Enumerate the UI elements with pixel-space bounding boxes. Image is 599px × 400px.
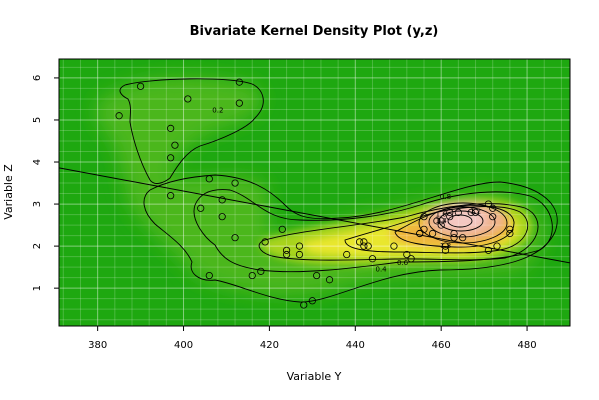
data-point (416, 229, 424, 238)
data-point (428, 229, 437, 238)
data-point (295, 242, 304, 250)
contour-label: 1.8 (440, 242, 451, 250)
data-point (471, 208, 480, 217)
data-point (231, 234, 239, 242)
contour-1-0 (394, 205, 515, 248)
data-point (167, 192, 175, 200)
data-point (282, 250, 291, 259)
contour-0-2 (119, 78, 264, 184)
data-point (450, 234, 458, 242)
data-point (197, 204, 205, 212)
x-tick-label: 440 (346, 340, 365, 351)
y-tick-label: 4 (32, 159, 43, 165)
contour-labels: 0.2 0.4 0.6 0.8 1.2 1.41.6 1.8 (212, 106, 481, 273)
x-tick-label: 400 (174, 340, 193, 351)
contour-label: 1.4 (436, 217, 448, 225)
regression-line (59, 167, 570, 264)
contour-0-6 (258, 203, 539, 261)
data-point (115, 112, 123, 120)
data-point (446, 213, 454, 221)
contour-label: 0.2 (212, 106, 223, 114)
data-point (184, 95, 192, 103)
contour-0-4 (193, 189, 553, 273)
data-point (355, 238, 364, 246)
data-point (493, 242, 501, 250)
data-point (407, 255, 415, 263)
plot-frame (58, 58, 571, 327)
contour-0-8 (344, 206, 529, 254)
x-tick-label: 480 (518, 340, 537, 351)
data-point (343, 250, 351, 259)
data-point (235, 99, 243, 107)
data-point (467, 208, 475, 217)
data-point (205, 271, 213, 280)
data-point (390, 242, 398, 250)
data-point (167, 124, 175, 132)
data-point (248, 271, 256, 280)
contour-label: 1.6 (436, 211, 448, 219)
x-tick-label: 380 (88, 340, 107, 351)
y-axis-label: Variable Z (2, 164, 15, 220)
data-point (484, 200, 493, 208)
data-point (441, 246, 450, 254)
data-point (278, 225, 286, 233)
data-point (484, 246, 493, 254)
data-point (420, 213, 428, 221)
data-point (231, 179, 239, 187)
data-point (459, 234, 467, 242)
data-point (420, 225, 428, 233)
y-tick-label: 2 (32, 243, 43, 249)
y-tick-label: 1 (32, 285, 43, 291)
x-axis: 380 400 420 440 460 480 (88, 326, 537, 351)
data-point (450, 229, 458, 238)
data-point (437, 221, 445, 229)
contour-0-2-lower (143, 174, 558, 303)
data-point (261, 238, 269, 246)
y-tick-label: 6 (32, 75, 43, 81)
data-point (364, 242, 372, 250)
y-tick-label: 3 (32, 201, 43, 207)
data-point (325, 276, 334, 284)
data-point (136, 82, 145, 90)
contour-1-4 (428, 206, 496, 238)
data-point (506, 225, 514, 233)
data-point (454, 208, 462, 217)
data-point (489, 213, 497, 221)
chart-title: Bivariate Kernel Density Plot (y,z) (190, 24, 439, 39)
contour-label: 0.8 (440, 193, 451, 201)
x-tick-label: 460 (432, 340, 451, 351)
data-point (433, 217, 441, 225)
data-point (257, 267, 265, 275)
data-point (437, 217, 445, 225)
data-point (218, 196, 226, 204)
data-point (167, 154, 175, 162)
data-point (441, 242, 450, 250)
data-point (171, 141, 179, 149)
data-point (368, 255, 377, 263)
data-point (300, 301, 308, 309)
data-point (235, 78, 243, 86)
data-point (308, 297, 316, 305)
density-contours (119, 78, 558, 303)
x-axis-label: Variable Y (287, 370, 342, 383)
data-point (205, 175, 213, 183)
data-point (360, 242, 368, 250)
data-point (313, 271, 321, 280)
data-points (115, 78, 514, 309)
y-axis: 1 2 3 4 5 6 (32, 75, 59, 291)
data-point (295, 250, 304, 259)
data-point (360, 238, 368, 246)
y-tick-label: 5 (32, 117, 43, 123)
data-point (403, 250, 411, 259)
contour-label: 1.2 (470, 207, 481, 215)
data-point (446, 208, 454, 217)
contour-label: 0.4 (375, 265, 387, 273)
data-point (506, 229, 514, 238)
x-tick-label: 420 (260, 340, 279, 351)
contour-label: 0.6 (397, 259, 409, 267)
data-point (282, 246, 291, 254)
data-point (489, 204, 497, 212)
data-point (218, 213, 226, 221)
